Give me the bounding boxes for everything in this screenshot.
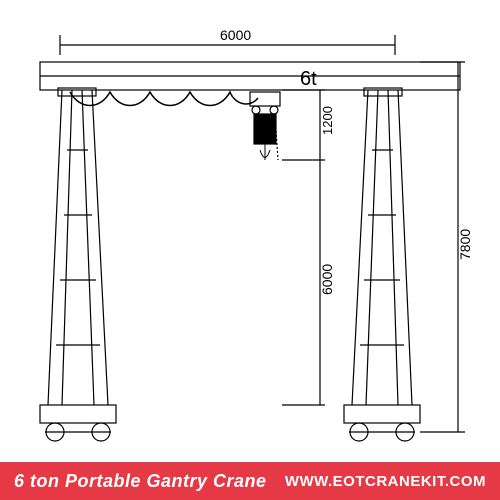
dim-hoist-drop: 1200 (320, 106, 335, 135)
dim-span: 6000 (220, 27, 251, 43)
capacity-label: 6t (300, 68, 317, 90)
footer-url: WWW.EOTCRANEKIT.COM (285, 473, 486, 490)
footer-bar: 6 ton Portable Gantry Crane WWW.EOTCRANE… (0, 462, 500, 500)
crane-diagram: 6000 6t 1200 6000 7800 (0, 0, 500, 465)
right-leg (344, 90, 420, 441)
dim-leg-height: 6000 (319, 264, 335, 295)
dim-total-height: 7800 (457, 229, 473, 260)
left-leg (40, 90, 116, 441)
footer-title: 6 ton Portable Gantry Crane (14, 471, 267, 492)
